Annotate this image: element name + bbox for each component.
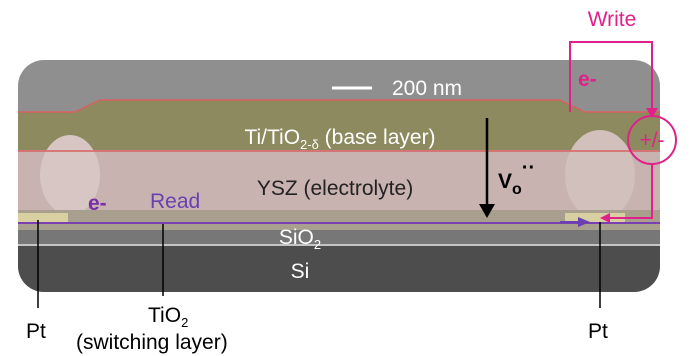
switching-label: TiO2 [148,304,188,330]
switching-label: (switching layer) [76,331,228,354]
source-label: +/- [639,129,664,152]
pt-right-label: Pt [588,320,608,343]
micrograph [18,60,660,292]
write-label: Write [588,8,637,31]
electron-left: e- [88,192,107,215]
figure: 200 nm Ti/TiO2-δ (base layer) YSZ (elect… [0,0,694,356]
scale-label: 200 nm [392,77,462,100]
base-layer-label: Ti/TiO2-δ (base layer) [244,126,435,152]
pt-left-label: Pt [26,320,46,343]
electrolyte-label: YSZ (electrolyte) [257,177,413,200]
substrate-label: Si [291,260,310,283]
electron-right: e- [578,68,597,91]
read-label: Read [150,190,200,213]
